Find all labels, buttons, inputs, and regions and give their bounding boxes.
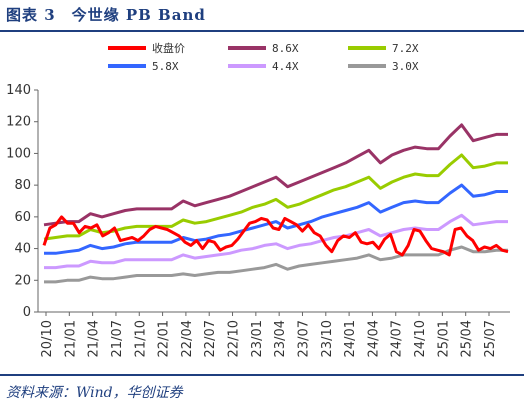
x-tick-label: 23/04 xyxy=(273,320,288,357)
x-tick-label: 23/07 xyxy=(296,320,311,357)
y-tick-label: 0 xyxy=(23,305,31,320)
figure-title: 图表 3 今世缘 PB Band xyxy=(6,6,206,24)
x-tick-label: 25/01 xyxy=(436,320,451,357)
legend-label: 5.8X xyxy=(152,60,179,73)
legend-label: 收盘价 xyxy=(152,41,185,55)
x-tick-label: 24/10 xyxy=(413,320,428,357)
x-tick-label: 24/04 xyxy=(366,320,381,357)
y-tick-label: 100 xyxy=(6,146,31,161)
x-tick-label: 24/01 xyxy=(343,320,358,357)
y-tick-label: 20 xyxy=(14,273,31,288)
source-note: 资料来源：Wind，华创证券 xyxy=(6,385,183,401)
legend-label: 3.0X xyxy=(392,60,419,73)
x-tick-label: 20/10 xyxy=(40,320,55,357)
x-tick-label: 21/01 xyxy=(63,320,78,357)
legend-label: 8.6X xyxy=(272,42,299,55)
x-tick-label: 23/10 xyxy=(320,320,335,357)
x-tick-label: 21/04 xyxy=(87,320,102,357)
x-tick-label: 23/01 xyxy=(250,320,265,357)
x-tick-label: 21/07 xyxy=(110,320,125,357)
x-tick-label: 25/07 xyxy=(483,320,498,357)
x-tick-label: 24/07 xyxy=(390,320,405,357)
y-tick-label: 60 xyxy=(14,210,31,225)
x-tick-label: 22/01 xyxy=(157,320,172,357)
y-tick-label: 40 xyxy=(14,242,31,257)
band-line-7-2X xyxy=(43,153,508,241)
band-line-8-6X xyxy=(43,123,508,227)
price-line xyxy=(42,215,509,257)
y-tick-label: 80 xyxy=(14,178,31,193)
band-line-4-4X xyxy=(44,213,508,270)
title-divider xyxy=(0,30,524,32)
x-tick-label: 22/04 xyxy=(180,320,195,357)
legend-label: 7.2X xyxy=(392,42,419,55)
y-tick-label: 120 xyxy=(6,115,31,130)
y-tick-label: 140 xyxy=(6,83,31,98)
x-tick-label: 25/04 xyxy=(460,320,475,357)
band-line-3-0X xyxy=(44,245,508,284)
legend-label: 4.4X xyxy=(272,60,299,73)
pb-band-chart: 0 20 40 60 80 100 120 140 20/10 21/01 21/04 21/07 21… xyxy=(6,41,510,357)
band-line-5-8X xyxy=(44,183,508,255)
x-tick-label: 22/10 xyxy=(227,320,242,357)
source-divider xyxy=(0,374,524,376)
x-tick-label: 22/07 xyxy=(203,320,218,357)
x-tick-label: 21/10 xyxy=(133,320,148,357)
